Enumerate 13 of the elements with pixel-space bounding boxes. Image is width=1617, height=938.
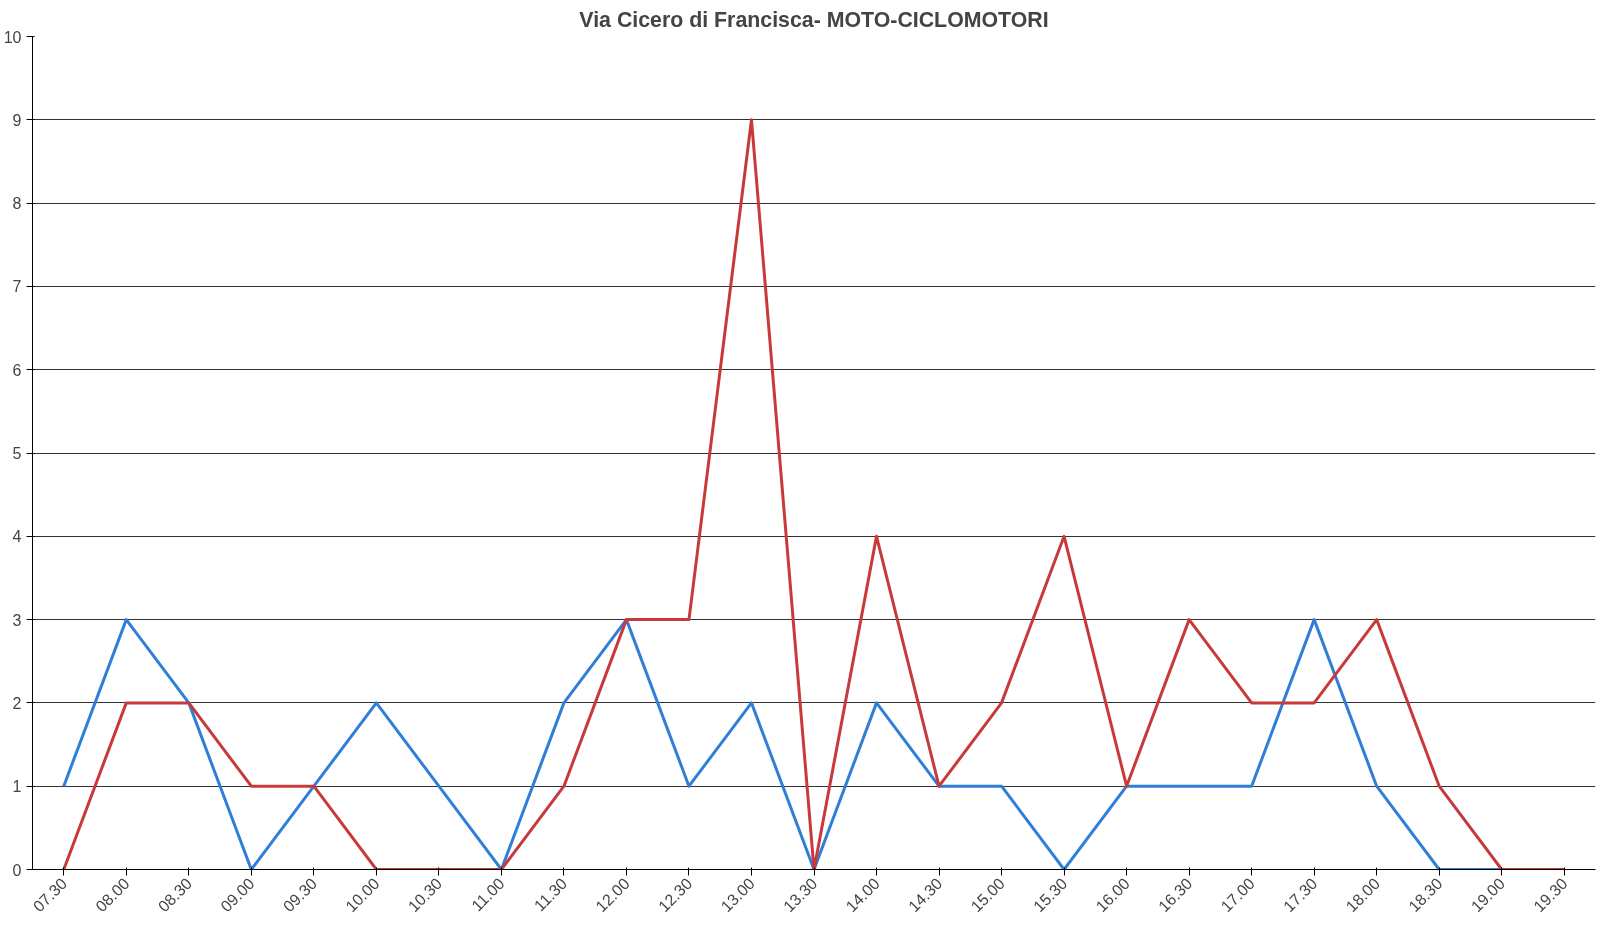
y-tick-label: 10 <box>3 28 22 46</box>
y-tick-label: 4 <box>12 528 22 546</box>
chart-title: Via Cicero di Francisca- MOTO-CICLOMOTORI <box>579 7 1049 32</box>
y-tick-label: 0 <box>12 861 22 879</box>
y-tick-label: 3 <box>12 611 22 629</box>
y-tick-label: 9 <box>12 111 22 129</box>
y-tick-label: 7 <box>12 278 22 296</box>
y-tick-label: 1 <box>12 778 22 796</box>
line-series <box>62 118 1566 870</box>
y-tick-label: 5 <box>12 445 22 462</box>
y-tick-label: 8 <box>12 195 22 213</box>
y-tick-label: 2 <box>12 694 22 712</box>
y-tick-label: 6 <box>12 361 22 379</box>
